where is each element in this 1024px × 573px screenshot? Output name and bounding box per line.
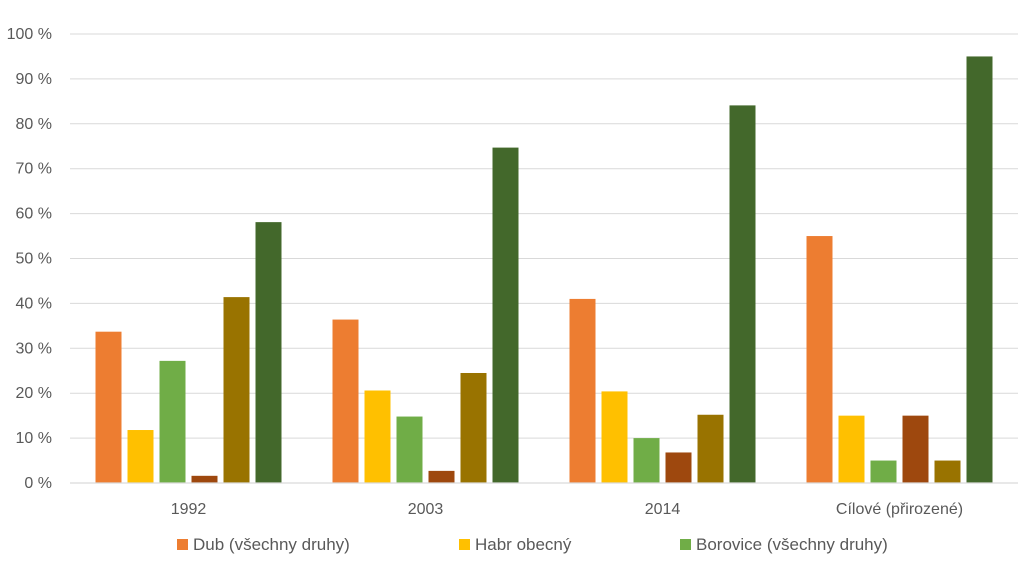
x-tick-label: 2014 [645, 501, 681, 518]
y-tick-label: 70 % [16, 161, 52, 178]
y-tick-label: 60 % [16, 206, 52, 223]
bars [95, 56, 993, 484]
bar-series-5-c-lov-p-irozen- [934, 460, 961, 483]
bar-series-6-2003 [492, 147, 519, 484]
bar-series-1-c-lov-p-irozen- [806, 236, 833, 483]
y-tick-label: 50 % [16, 251, 52, 268]
y-tick-label: 30 % [16, 340, 52, 357]
bar-series-3-2014 [633, 438, 660, 483]
x-tick-label: 1992 [171, 501, 207, 518]
bar-series-4-2014 [665, 452, 692, 483]
bar-series-3-c-lov-p-irozen- [870, 460, 897, 483]
bar-series-2-c-lov-p-irozen- [838, 415, 865, 483]
bar-series-3-2003 [396, 416, 423, 483]
legend-label: Borovice (všechny druhy) [696, 535, 888, 554]
y-tick-label: 20 % [16, 385, 52, 402]
legend-swatch [680, 539, 691, 550]
bar-series-5-2003 [460, 372, 487, 483]
legend-label: Dub (všechny druhy) [193, 535, 350, 554]
y-tick-label: 40 % [16, 295, 52, 312]
legend: Dub (všechny druhy) Habr obecný Borovice (… [177, 535, 888, 554]
gridlines [70, 33, 1018, 439]
bar-series-3-1992 [159, 360, 186, 483]
bar-series-1-2003 [332, 319, 359, 483]
bar-series-6-1992 [255, 222, 282, 484]
x-tick-label: 2003 [408, 501, 444, 518]
bar-series-4-c-lov-p-irozen- [902, 415, 929, 483]
bar-series-2-2014 [601, 391, 628, 483]
y-tick-label: 80 % [16, 116, 52, 133]
bar-series-4-2003 [428, 470, 455, 483]
bar-series-2-2003 [364, 390, 391, 483]
legend-swatch [177, 539, 188, 550]
y-tick-label: 0 % [24, 475, 52, 492]
legend-swatch [459, 539, 470, 550]
y-tick-label: 90 % [16, 71, 52, 88]
x-tick-label: Cílové (přirozené) [836, 501, 963, 518]
bar-series-5-2014 [697, 414, 724, 483]
bar-series-4-1992 [191, 475, 218, 483]
bar-series-6-2014 [729, 105, 756, 484]
axes: 0 % 10 % 20 % 30 % 40 % 50 % 60 % 70 % 80 % 90 % 1… [7, 26, 1018, 518]
legend-label: Habr obecný [475, 535, 572, 554]
bar-series-6-c-lov-p-irozen- [966, 56, 993, 483]
y-tick-label: 100 % [7, 26, 52, 43]
bar-series-1-1992 [95, 331, 122, 483]
bar-series-2-1992 [127, 430, 154, 483]
bar-series-5-1992 [223, 297, 250, 483]
bar-series-1-2014 [569, 298, 596, 483]
y-tick-label: 10 % [16, 430, 52, 447]
